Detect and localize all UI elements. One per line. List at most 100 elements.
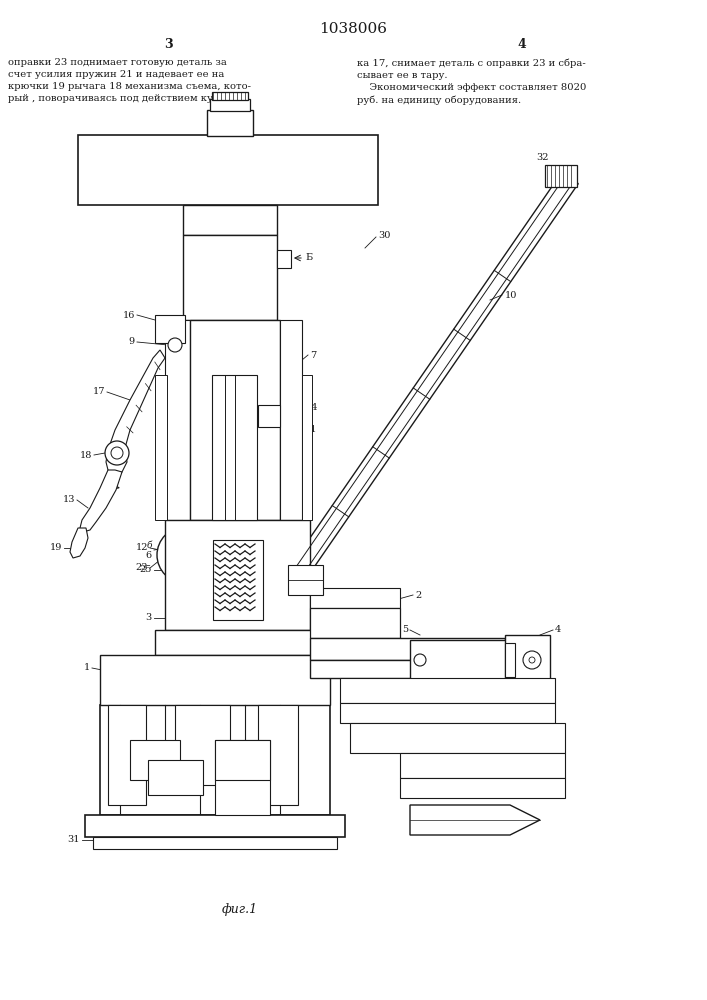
Text: Б: Б <box>305 253 312 262</box>
Text: 30: 30 <box>378 231 390 239</box>
Bar <box>108 705 146 805</box>
Bar <box>258 405 280 427</box>
Text: 6: 6 <box>146 550 152 560</box>
Bar <box>165 320 190 520</box>
Bar <box>545 165 577 187</box>
Bar <box>167 322 188 518</box>
Bar <box>165 520 310 630</box>
Bar <box>302 375 312 520</box>
Bar <box>213 540 263 620</box>
Text: 5: 5 <box>402 626 408 635</box>
Bar <box>157 632 318 653</box>
Bar <box>277 250 291 268</box>
Bar <box>310 588 400 608</box>
Text: 19: 19 <box>49 544 62 552</box>
Bar <box>310 638 505 660</box>
Bar <box>102 657 328 703</box>
Bar <box>192 322 278 518</box>
Text: 32: 32 <box>537 153 549 162</box>
Bar <box>148 760 203 795</box>
Bar <box>310 660 505 678</box>
Text: 3: 3 <box>164 38 173 51</box>
Text: 18: 18 <box>80 450 92 460</box>
Bar <box>505 635 550 685</box>
Circle shape <box>175 545 195 565</box>
Circle shape <box>414 654 426 666</box>
Polygon shape <box>292 172 578 576</box>
Text: 1038006: 1038006 <box>319 22 387 36</box>
Bar <box>505 643 515 677</box>
Bar <box>155 375 167 520</box>
Text: 2: 2 <box>415 590 421 599</box>
Bar <box>78 135 378 205</box>
Bar <box>167 522 308 628</box>
Text: 23: 23 <box>136 564 148 572</box>
Bar <box>215 740 270 780</box>
Bar <box>155 630 320 655</box>
Bar <box>185 207 275 233</box>
Bar <box>340 703 555 723</box>
Bar <box>207 110 253 136</box>
Bar <box>210 99 250 111</box>
Text: 24: 24 <box>305 403 317 412</box>
Bar <box>215 740 270 815</box>
Bar <box>157 317 183 341</box>
Circle shape <box>529 657 535 663</box>
Bar <box>100 705 330 815</box>
Polygon shape <box>70 528 88 558</box>
Text: 13: 13 <box>62 495 75 504</box>
Text: 25: 25 <box>139 566 152 574</box>
Text: 4: 4 <box>555 626 561 635</box>
Bar <box>288 565 323 595</box>
Text: фиг.1: фиг.1 <box>222 904 258 916</box>
Polygon shape <box>106 350 165 475</box>
Text: 10: 10 <box>505 290 518 300</box>
Polygon shape <box>410 805 540 835</box>
Circle shape <box>168 338 182 352</box>
Bar <box>100 655 330 705</box>
Text: оправки 23 поднимает готовую деталь за
счет усилия пружин 21 и надевает ее на
кр: оправки 23 поднимает готовую деталь за с… <box>8 58 251 103</box>
Text: б: б <box>146 540 152 550</box>
Bar <box>185 237 275 318</box>
Circle shape <box>523 651 541 669</box>
Bar <box>350 723 565 753</box>
Bar <box>183 235 277 320</box>
Bar <box>340 678 555 703</box>
Text: 3: 3 <box>146 613 152 622</box>
Bar <box>310 608 400 638</box>
Text: 1: 1 <box>83 664 90 672</box>
Text: 11: 11 <box>305 426 317 434</box>
Bar <box>85 815 345 837</box>
Bar <box>303 377 311 518</box>
Polygon shape <box>80 470 122 532</box>
Text: 16: 16 <box>122 310 135 320</box>
Text: 12: 12 <box>136 544 148 552</box>
Bar <box>258 705 298 805</box>
Bar <box>212 375 257 520</box>
Bar <box>155 315 185 343</box>
Bar <box>280 320 302 520</box>
Text: 17: 17 <box>93 387 105 396</box>
Text: 7: 7 <box>310 351 316 360</box>
Text: 4: 4 <box>518 38 527 51</box>
Text: 31: 31 <box>67 836 80 844</box>
Bar <box>130 740 180 780</box>
Bar <box>183 205 277 235</box>
Circle shape <box>111 447 123 459</box>
Circle shape <box>182 552 188 558</box>
Text: 9: 9 <box>129 338 135 347</box>
Bar <box>212 92 248 100</box>
Circle shape <box>105 441 129 465</box>
Circle shape <box>157 527 213 583</box>
Bar <box>400 778 565 798</box>
Bar <box>190 320 280 520</box>
Bar <box>156 377 166 518</box>
Bar <box>410 640 510 680</box>
Bar <box>400 753 565 778</box>
Bar <box>282 322 300 518</box>
Bar <box>93 837 337 849</box>
Bar <box>312 590 398 606</box>
Bar <box>175 705 230 785</box>
Text: б: б <box>232 780 238 790</box>
Text: A: A <box>105 480 112 488</box>
